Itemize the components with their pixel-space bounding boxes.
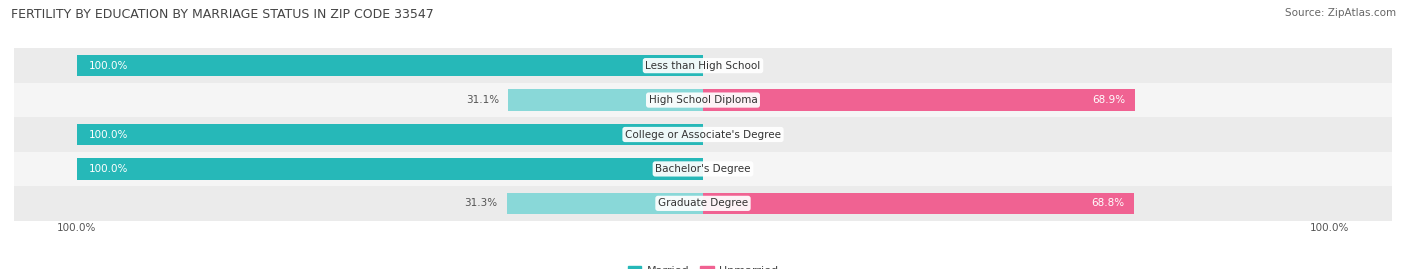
Text: 100.0%: 100.0% (89, 61, 128, 71)
Bar (77, 55, 703, 76)
Bar (14, 186, 1392, 221)
Text: 100.0%: 100.0% (89, 164, 128, 174)
Text: High School Diploma: High School Diploma (648, 95, 758, 105)
Bar (14, 152, 1392, 186)
Text: Source: ZipAtlas.com: Source: ZipAtlas.com (1285, 8, 1396, 18)
Text: FERTILITY BY EDUCATION BY MARRIAGE STATUS IN ZIP CODE 33547: FERTILITY BY EDUCATION BY MARRIAGE STATU… (11, 8, 434, 21)
Bar (14, 117, 1392, 152)
Bar (703, 193, 1133, 214)
Bar (14, 83, 1392, 117)
Bar (508, 89, 703, 111)
Text: Less than High School: Less than High School (645, 61, 761, 71)
Legend: Married, Unmarried: Married, Unmarried (623, 261, 783, 269)
Bar (77, 158, 703, 180)
Text: 68.8%: 68.8% (1091, 198, 1125, 208)
Text: 31.3%: 31.3% (464, 198, 498, 208)
Text: 68.9%: 68.9% (1092, 95, 1125, 105)
Text: Graduate Degree: Graduate Degree (658, 198, 748, 208)
Bar (77, 124, 703, 145)
Text: College or Associate's Degree: College or Associate's Degree (626, 129, 780, 140)
Text: Bachelor's Degree: Bachelor's Degree (655, 164, 751, 174)
Bar (14, 48, 1392, 83)
Text: 31.1%: 31.1% (465, 95, 499, 105)
Text: 100.0%: 100.0% (89, 129, 128, 140)
Bar (703, 89, 1135, 111)
Bar (508, 193, 703, 214)
